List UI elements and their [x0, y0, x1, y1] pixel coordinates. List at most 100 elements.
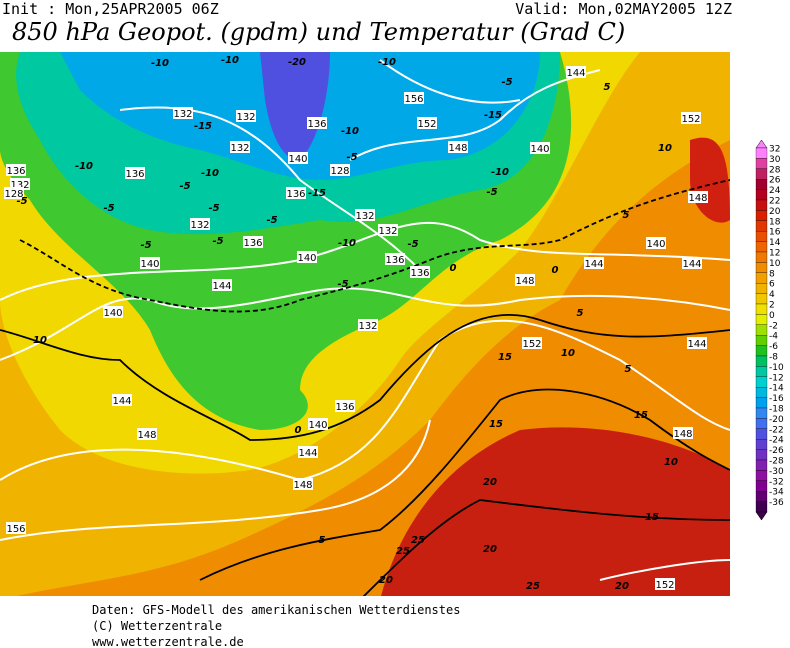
geopotential-label: 140 — [140, 259, 159, 270]
colorbar-swatch — [755, 283, 768, 294]
footer-copyright: (C) Wetterzentrale — [92, 619, 222, 633]
temperature-label: 10 — [664, 457, 678, 468]
temperature-label: -5 — [140, 240, 151, 251]
geopotential-label: 136 — [243, 238, 262, 249]
temperature-label: 10 — [658, 143, 672, 154]
geopotential-label-box — [530, 142, 550, 154]
colorbar-swatch — [755, 199, 768, 211]
colorbar-swatch — [755, 501, 768, 513]
init-time: Init : Mon,25APR2005 06Z — [2, 0, 219, 18]
temperature-label: 0 — [552, 265, 559, 276]
colorbar-swatch — [755, 470, 768, 481]
colorbar-swatch — [755, 293, 768, 305]
geopotential-label-box — [688, 191, 708, 203]
geopotential-label-box — [236, 110, 256, 122]
geopotential-label: 148 — [515, 276, 534, 287]
geopotential-label: 132 — [358, 321, 377, 332]
valid-time: Valid: Mon,02MAY2005 12Z — [515, 0, 732, 18]
colorbar-swatch — [755, 459, 768, 471]
colorbar-swatch — [755, 335, 768, 346]
geopotential-label-box — [682, 257, 702, 269]
colorbar-label: -16 — [769, 394, 784, 404]
geopotential-label: 140 — [103, 308, 122, 319]
geopotential-label: 148 — [688, 193, 707, 204]
temperature-label: -5 — [407, 239, 418, 250]
colorbar-swatch — [755, 387, 768, 398]
temperature-label: 5 — [623, 210, 630, 221]
temperature-label: -5 — [179, 181, 190, 192]
colorbar-label: -32 — [769, 477, 784, 487]
colorbar-swatch — [755, 418, 768, 429]
geopotential-label-box — [417, 117, 437, 129]
geopotential-label: 136 — [125, 169, 144, 180]
temperature-label: 20 — [483, 544, 497, 555]
colorbar-swatch — [755, 345, 768, 357]
temperature-label: -5 — [337, 279, 348, 290]
colorbar-label: -24 — [769, 436, 784, 446]
geopotential-label-box — [385, 253, 405, 265]
colorbar-swatch — [755, 272, 768, 284]
colorbar-bottom-arrow — [755, 511, 768, 521]
geopotential-label-box — [515, 274, 535, 286]
colorbar-swatch — [755, 480, 768, 492]
geopotential-label-box — [137, 428, 157, 440]
geopotential-label: 152 — [681, 114, 700, 125]
colorbar-label: 26 — [769, 176, 781, 186]
temperature-label: 0 — [295, 425, 302, 436]
colorbar-swatch — [755, 428, 768, 440]
colorbar-label: 4 — [769, 290, 775, 300]
temperature-label: 20 — [615, 581, 629, 592]
colorbar-swatch — [755, 251, 768, 263]
geopotential-label-box — [4, 187, 24, 199]
geopotential-label: 132 — [355, 211, 374, 222]
geopotential-label-box — [566, 66, 586, 78]
geopotential-label-box — [355, 209, 375, 221]
temperature-label: 5 — [319, 535, 326, 546]
geopotential-label-box — [681, 112, 701, 124]
map-title: 850 hPa Geopot. (gpdm) und Temperatur (G… — [12, 18, 625, 46]
geopotential-label: 136 — [307, 119, 326, 130]
colorbar-label: 10 — [769, 259, 781, 269]
colorbar-label: 14 — [769, 238, 781, 248]
colorbar-label: -12 — [769, 373, 784, 383]
colorbar-label: -22 — [769, 425, 784, 435]
temperature-label: 10 — [33, 335, 47, 346]
temperature-label: -5 — [266, 215, 277, 226]
colorbar-label: 8 — [769, 269, 775, 279]
colorbar-swatch — [755, 220, 768, 232]
colorbar-label: 20 — [769, 207, 781, 217]
geopotential-label: 156 — [6, 524, 25, 535]
colorbar-label: -28 — [769, 457, 784, 467]
temperature-label: -5 — [212, 236, 223, 247]
temperature-label: 15 — [634, 410, 648, 421]
colorbar-swatch — [755, 449, 768, 461]
colorbar-top-arrow — [755, 139, 768, 149]
colorbar-label: -8 — [769, 353, 778, 363]
colorbar-swatch — [755, 324, 768, 336]
temperature-label: -20 — [288, 57, 306, 68]
geopotential-label: 152 — [522, 339, 541, 350]
colorbar-label: -34 — [769, 488, 784, 498]
temperature-label: 0 — [450, 263, 457, 274]
geopotential-label: 140 — [530, 144, 549, 155]
colorbar-swatch — [755, 179, 768, 190]
colorbar-swatch — [755, 366, 768, 377]
temperature-label: -10 — [75, 161, 93, 172]
colorbar-swatch — [755, 189, 768, 201]
geopotential-label: 132 — [10, 180, 29, 191]
footer-url: www.wetterzentrale.de — [92, 635, 244, 648]
geopotential-label: 136 — [410, 268, 429, 279]
temperature-label: 20 — [379, 575, 393, 586]
temperature-label: -10 — [221, 55, 239, 66]
colorbar-label: 32 — [769, 145, 780, 155]
geopotential-label: 132 — [236, 112, 255, 123]
geopotential-label: 140 — [288, 154, 307, 165]
geopotential-label: 140 — [308, 420, 327, 431]
temperature-label: -5 — [103, 203, 114, 214]
geopotential-label-box — [293, 478, 313, 490]
geopotential-label: 144 — [566, 68, 585, 79]
colorbar-label: -10 — [769, 363, 784, 373]
temperature-label: 15 — [489, 419, 503, 430]
colorbar-label: 16 — [769, 228, 781, 238]
